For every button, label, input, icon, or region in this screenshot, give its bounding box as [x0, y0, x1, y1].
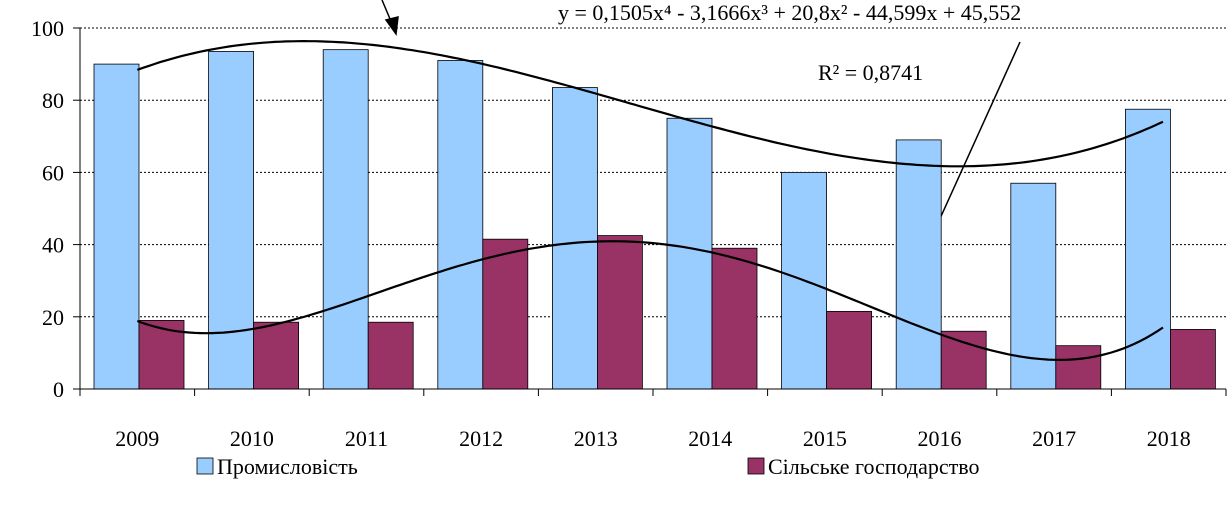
- x-tick-label: 2009: [115, 426, 159, 451]
- x-tick-label: 2010: [230, 426, 274, 451]
- trendline: [136, 240, 1164, 362]
- x-tick-label: 2017: [1032, 426, 1076, 451]
- legend-swatch: [196, 457, 214, 475]
- bar: [1170, 329, 1216, 390]
- bar: [666, 117, 713, 390]
- bar: [437, 60, 484, 390]
- legend-swatch: [747, 457, 765, 475]
- bar: [253, 321, 300, 390]
- x-tick-label: 2014: [688, 426, 732, 451]
- bar: [482, 238, 529, 390]
- bar: [552, 87, 598, 390]
- y-tick-label: 20: [42, 305, 64, 330]
- bar: [895, 139, 942, 390]
- x-tick-label: 2015: [803, 426, 847, 451]
- arrow-head: [384, 16, 399, 37]
- x-tick-label: 2016: [918, 426, 962, 451]
- y-tick-label: 40: [42, 233, 64, 258]
- legend-label: Сільське господарство: [768, 454, 980, 479]
- y-tick-label: 80: [42, 88, 64, 113]
- y-tick-label: 0: [53, 377, 64, 402]
- trendline: [136, 39, 1164, 168]
- x-tick-label: 2012: [459, 426, 503, 451]
- y-tick-label: 60: [42, 160, 64, 185]
- x-tick-label: 2018: [1147, 426, 1191, 451]
- bar: [208, 51, 255, 390]
- bar: [322, 49, 369, 390]
- x-tick-label: 2013: [574, 426, 618, 451]
- bar: [1125, 108, 1171, 390]
- y-tick-label: 100: [31, 16, 64, 41]
- bar: [826, 310, 872, 390]
- bar: [1055, 345, 1102, 390]
- bar: [367, 321, 414, 390]
- r-squared: R² = 0,8741: [818, 60, 923, 85]
- legend-label: Промисловість: [217, 454, 358, 479]
- x-tick-label: 2011: [345, 426, 388, 451]
- bar: [940, 330, 987, 390]
- bar: [711, 247, 758, 390]
- trendline-equation: y = 0,1505x⁴ - 3,1666x³ + 20,8x² - 44,59…: [558, 0, 1021, 25]
- bar: [93, 63, 140, 390]
- bar: [597, 235, 643, 390]
